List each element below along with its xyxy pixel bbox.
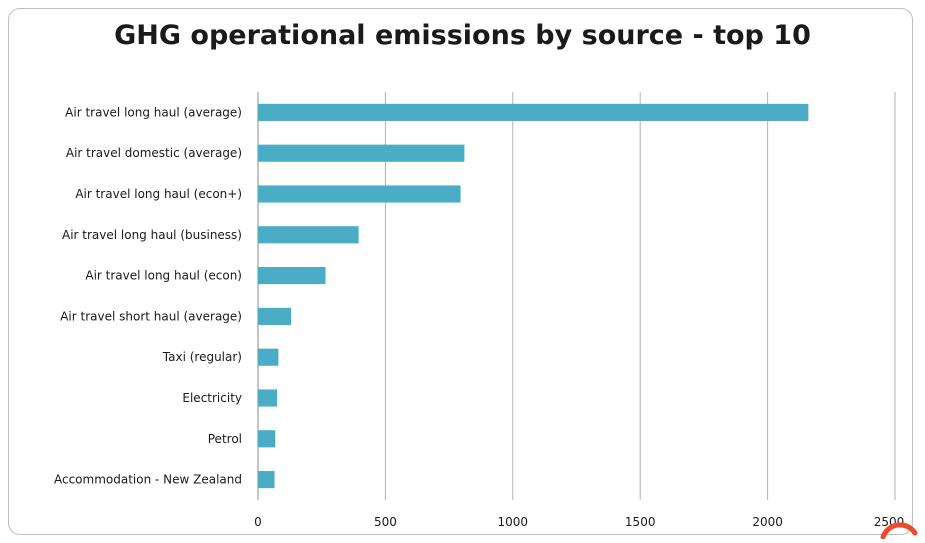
category-label: Air travel long haul (econ+) [75, 187, 242, 201]
category-label: Air travel domestic (average) [66, 146, 242, 160]
chart-title: GHG operational emissions by source - to… [114, 20, 811, 51]
category-label: Electricity [182, 391, 242, 405]
bar [258, 103, 809, 121]
x-tick-label: 1000 [498, 515, 529, 529]
bar [258, 226, 359, 244]
bar [258, 389, 278, 407]
chart-frame [8, 8, 913, 535]
bar [258, 267, 326, 285]
category-label: Air travel long haul (econ) [85, 269, 242, 283]
bar [258, 430, 276, 448]
bars [258, 103, 809, 489]
bar [258, 307, 292, 325]
bar [258, 471, 275, 489]
x-tick-label: 1500 [625, 515, 656, 529]
category-label: Air travel long haul (average) [65, 105, 242, 119]
category-labels: Air travel long haul (average) Air travel… [54, 105, 242, 486]
x-tick-label: 2000 [752, 515, 783, 529]
category-label: Air travel short haul (average) [60, 309, 242, 323]
category-label: Accommodation - New Zealand [54, 473, 242, 487]
x-tick-label: 0 [254, 515, 262, 529]
category-label: Petrol [208, 432, 242, 446]
category-label: Taxi (regular) [162, 350, 242, 364]
x-tick-labels: 0 500 1000 1500 2000 2500 [254, 515, 904, 529]
bar [258, 348, 279, 366]
category-label: Air travel long haul (business) [62, 228, 242, 242]
bar [258, 144, 465, 162]
corner-arc-icon [880, 522, 918, 539]
bar [258, 185, 461, 203]
x-tick-label: 500 [374, 515, 397, 529]
